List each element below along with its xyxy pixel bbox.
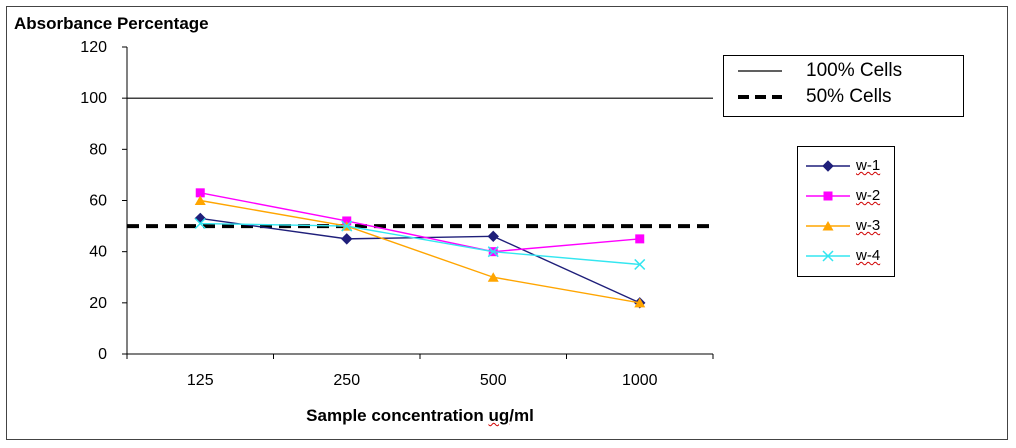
x-tick-label: 500: [480, 372, 507, 389]
legend-item-w-3: w-3: [798, 213, 894, 239]
data-point: [194, 212, 206, 225]
x-axis-title-text: Sample concentration ug/ml: [306, 406, 534, 425]
series-line: [200, 217, 641, 304]
y-tick-label: 60: [89, 193, 107, 210]
legend-marker: [822, 160, 834, 172]
data-point: [634, 297, 646, 308]
y-tick-label: 80: [89, 141, 107, 158]
legend-item-w-2: w-2: [798, 183, 894, 209]
x-tick-label: 125: [187, 372, 214, 389]
legend-item-w-1: w-1: [798, 153, 894, 179]
legend-item-w-4: w-4: [798, 243, 894, 269]
series-line: [200, 199, 640, 304]
legend-marker: [822, 250, 834, 262]
solid-line-swatch: [738, 70, 782, 72]
legend-label: w-4: [856, 247, 881, 264]
legend-swatch: [806, 191, 850, 201]
reference-legend: 100% Cells 50% Cells: [723, 55, 964, 117]
data-point: [487, 272, 499, 282]
y-axis-title: Absorbance Percentage: [14, 14, 209, 33]
legend-swatch: [806, 221, 850, 231]
data-point: [634, 258, 646, 270]
legend-label: w-2: [856, 187, 881, 204]
y-tick-label: 120: [80, 39, 107, 56]
spell-underlined-text: ug: [488, 406, 510, 425]
series-w-4: [194, 217, 646, 270]
data-point: [487, 246, 499, 258]
legend-marker: [822, 221, 834, 231]
data-point: [194, 217, 206, 230]
data-point: [341, 220, 353, 232]
series-w-2: [195, 188, 645, 257]
legend-marker: [823, 191, 833, 201]
legend-swatch: [806, 250, 850, 262]
data-point: [342, 216, 352, 226]
x-tick-label: 1000: [622, 372, 658, 389]
legend-label: w-3: [856, 217, 881, 234]
series-legend: w-1 w-2 w-3 w-4: [797, 146, 895, 277]
series-w-3: [194, 195, 646, 308]
data-point: [487, 230, 499, 243]
data-point: [195, 188, 205, 198]
series-line: [200, 192, 640, 253]
data-point: [341, 233, 353, 245]
legend-swatch: [806, 160, 850, 172]
series-line: [200, 222, 640, 266]
legend-label: 100% Cells: [806, 60, 903, 81]
legend-label: 50% Cells: [806, 86, 892, 107]
x-tick-label: 250: [333, 372, 360, 389]
data-point: [194, 195, 206, 205]
y-tick-label: 100: [80, 90, 107, 107]
x-axis-title: Sample concentration ug/ml: [0, 406, 840, 426]
y-tick-label: 0: [98, 346, 107, 363]
data-point: [635, 234, 645, 244]
y-tick-label: 20: [89, 295, 107, 312]
dashed-line-swatch: [738, 95, 782, 99]
y-tick-label: 40: [89, 244, 107, 261]
legend-label: w-1: [856, 157, 881, 174]
